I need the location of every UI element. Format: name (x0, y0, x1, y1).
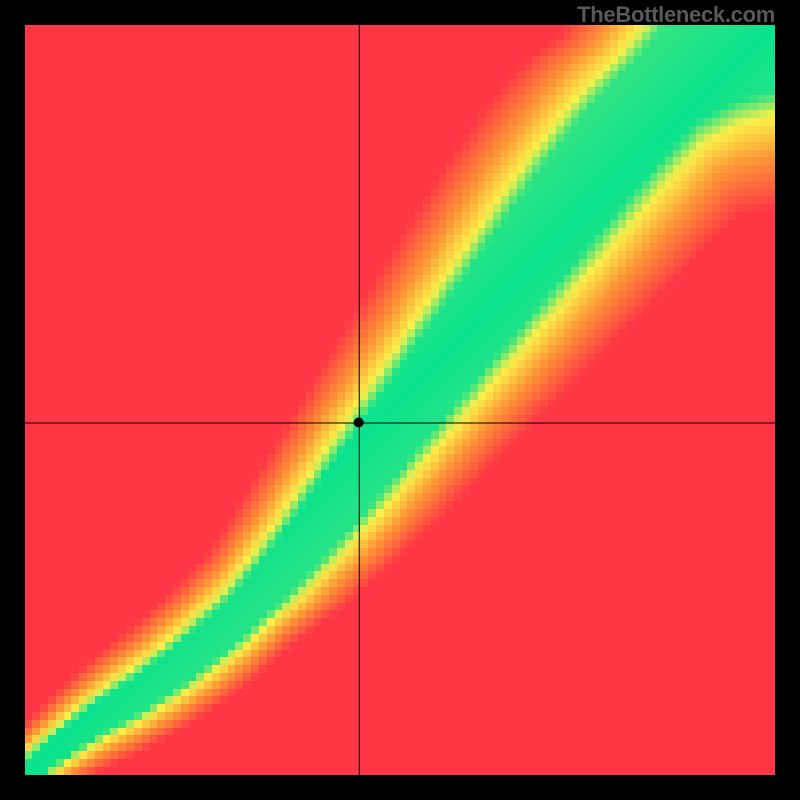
chart-frame: { "watermark": { "text": "TheBottleneck.… (0, 0, 800, 800)
heatmap-plot (25, 25, 775, 775)
heatmap-canvas (25, 25, 775, 775)
